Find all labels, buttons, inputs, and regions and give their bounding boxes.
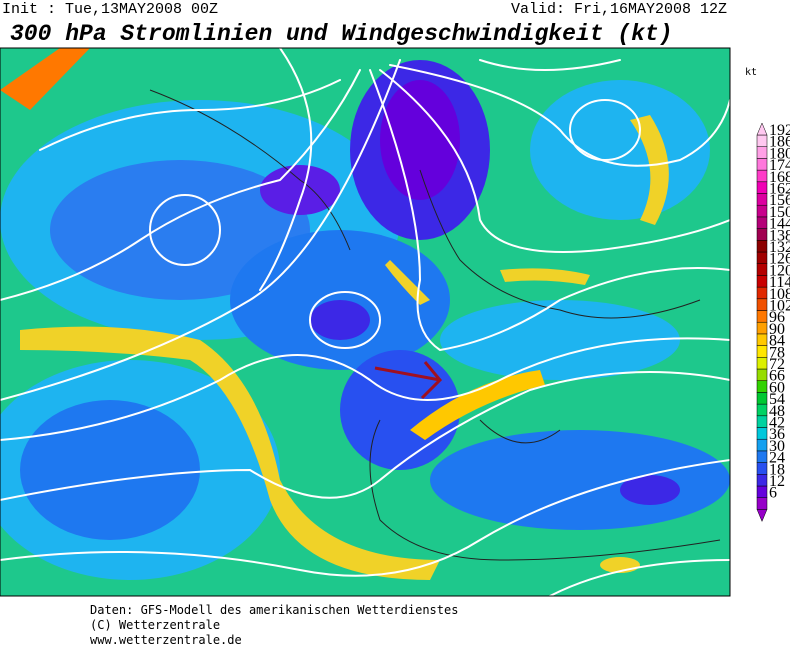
colorbar-label: 114 — [769, 274, 790, 291]
colorbar-unit: kt — [745, 67, 757, 78]
colorbar-band — [756, 275, 768, 288]
footer-line: Daten: GFS-Modell des amerikanischen Wet… — [90, 603, 458, 617]
colorbar-label: 138 — [769, 227, 790, 244]
colorbar-label: 42 — [769, 415, 785, 432]
colorbar-band — [756, 240, 768, 253]
colorbar-label: 150 — [769, 204, 790, 221]
colorbar-band — [756, 158, 768, 171]
colorbar-label: 6 — [769, 485, 777, 502]
colorbar-band — [756, 415, 768, 428]
colorbar-band — [756, 438, 768, 452]
colorbar-band — [756, 204, 768, 218]
colorbar-label: 48 — [769, 403, 785, 420]
colorbar-label: 90 — [769, 321, 785, 338]
colorbar-band — [756, 474, 768, 487]
colorbar-label: 120 — [769, 262, 790, 279]
colorbar-band — [756, 380, 768, 393]
colorbar-label: 156 — [769, 192, 790, 209]
colorbar-low-end — [756, 509, 768, 523]
colorbar-band — [756, 321, 768, 335]
colorbar-label: 186 — [769, 134, 790, 151]
colorbar-label: 180 — [769, 145, 790, 162]
colorbar: 6121824303642485460667278849096102108114… — [756, 122, 790, 523]
map-frame — [0, 47, 731, 597]
colorbar-band — [756, 310, 768, 323]
colorbar-label: 54 — [769, 391, 785, 408]
colorbar-label: 36 — [769, 426, 785, 443]
footer-line: (C) Wetterzentrale — [90, 618, 220, 632]
colorbar-label: 132 — [769, 239, 790, 256]
footer-line: www.wetterzentrale.de — [90, 633, 242, 647]
colorbar-label: 84 — [769, 333, 785, 350]
colorbar-label: 144 — [769, 216, 790, 233]
colorbar-band — [756, 169, 768, 183]
colorbar-band — [756, 450, 768, 463]
colorbar-label: 66 — [769, 368, 785, 385]
colorbar-band — [756, 392, 768, 405]
colorbar-band — [756, 298, 768, 311]
colorbar-band — [756, 345, 768, 358]
colorbar-band — [756, 368, 768, 381]
colorbar-label: 168 — [769, 169, 790, 186]
colorbar-label: 126 — [769, 251, 790, 268]
colorbar-label: 30 — [769, 438, 785, 455]
colorbar-band — [756, 134, 768, 147]
colorbar-label: 174 — [769, 157, 790, 174]
colorbar-band — [756, 193, 768, 206]
colorbar-band — [756, 333, 768, 346]
colorbar-band — [756, 181, 768, 194]
colorbar-label: 18 — [769, 461, 785, 478]
init-time: Init : Tue,13MAY2008 00Z — [2, 1, 218, 18]
colorbar-band — [756, 286, 768, 300]
colorbar-band — [756, 228, 768, 241]
colorbar-band — [756, 497, 768, 510]
colorbar-band — [756, 263, 768, 276]
colorbar-label: 108 — [769, 286, 790, 303]
colorbar-band — [756, 251, 768, 264]
colorbar-band — [756, 146, 768, 159]
colorbar-label: 78 — [769, 344, 785, 361]
colorbar-band — [756, 427, 768, 440]
valid-time: Valid: Fri,16MAY2008 12Z — [511, 1, 727, 18]
colorbar-band — [756, 462, 768, 475]
colorbar-label: 60 — [769, 379, 785, 396]
colorbar-label: 96 — [769, 309, 785, 326]
colorbar-band — [756, 403, 768, 417]
colorbar-band — [756, 216, 768, 229]
colorbar-label: 102 — [769, 298, 790, 315]
colorbar-high-end — [756, 122, 768, 136]
map-title: 300 hPa Stromlinien und Windgeschwindigk… — [10, 21, 673, 47]
colorbar-label: 12 — [769, 473, 785, 490]
colorbar-band — [756, 485, 768, 498]
map — [0, 48, 730, 596]
colorbar-label: 72 — [769, 356, 785, 373]
colorbar-label: 24 — [769, 450, 785, 467]
colorbar-label: 162 — [769, 181, 790, 198]
colorbar-label: 192 — [769, 122, 790, 139]
colorbar-band — [756, 357, 768, 370]
